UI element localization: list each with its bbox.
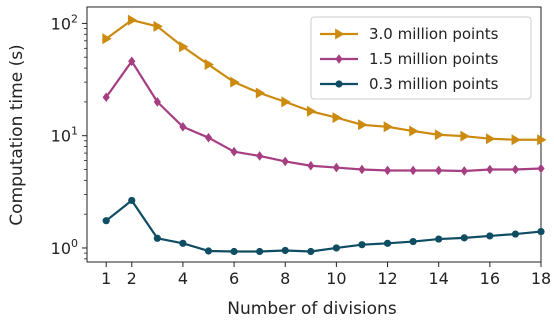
legend-item: 3.0 million points: [320, 25, 499, 43]
x-tick-label: 2: [127, 269, 137, 288]
data-point: [383, 165, 392, 176]
data-point: [307, 247, 315, 256]
y-axis-label: Computation time (s): [7, 44, 27, 225]
data-point: [358, 241, 366, 249]
data-point: [128, 196, 136, 205]
x-tick-label: 16: [480, 269, 500, 288]
data-point: [358, 164, 366, 175]
data-point: [102, 92, 110, 103]
legend-label: 3.0 million points: [369, 25, 499, 43]
legend-box: [310, 16, 532, 100]
data-point: [409, 165, 417, 176]
legend-marker: [335, 54, 343, 64]
data-point: [281, 246, 289, 255]
data-point: [486, 232, 494, 240]
data-point: [204, 59, 214, 71]
data-point: [460, 130, 470, 142]
data-point: [281, 156, 289, 167]
data-point: [537, 227, 545, 236]
data-point: [127, 14, 138, 26]
y-tick-label: 102: [51, 12, 78, 33]
data-point: [485, 133, 496, 145]
legend-marker: [335, 80, 343, 88]
data-point: [256, 247, 264, 256]
x-tick-label: 12: [377, 269, 397, 288]
data-point: [486, 164, 494, 175]
data-point: [460, 166, 468, 176]
data-point: [511, 230, 520, 238]
series-layer: [102, 14, 547, 256]
legend: 3.0 million points 1.5 million points 0.3 …: [310, 16, 532, 100]
data-point: [537, 163, 545, 174]
data-point: [409, 125, 419, 137]
series-line: [105, 199, 542, 253]
x-tick-label: 1: [101, 269, 111, 288]
data-point: [460, 234, 468, 242]
plot-frame: [86, 6, 542, 263]
data-point: [307, 160, 315, 171]
data-point: [153, 20, 163, 32]
data-point: [102, 217, 110, 225]
legend-marker: [335, 28, 345, 40]
x-tick-label: 4: [178, 269, 188, 288]
data-point: [255, 87, 266, 99]
data-point: [435, 165, 443, 176]
data-point: [204, 247, 213, 255]
data-point: [537, 134, 547, 146]
series: [102, 56, 545, 176]
series: [102, 14, 547, 146]
data-point: [435, 235, 443, 243]
x-axis-label: Number of divisions: [227, 299, 397, 319]
legend-item: 0.3 million points: [320, 75, 499, 93]
data-point: [409, 237, 417, 246]
x-tick-label: 14: [429, 269, 449, 288]
plot-frame-rect: [86, 6, 542, 263]
data-point: [102, 33, 112, 45]
data-point: [230, 247, 238, 256]
data-point: [281, 96, 291, 108]
data-point: [153, 234, 161, 242]
data-point: [383, 239, 392, 247]
data-point: [511, 164, 520, 175]
data-point: [332, 112, 342, 124]
data-point: [358, 119, 368, 131]
data-point: [179, 41, 189, 53]
legend-item: 1.5 million points: [320, 50, 499, 68]
x-tick-label: 8: [280, 269, 290, 288]
data-point: [153, 97, 161, 107]
data-point: [179, 239, 187, 247]
legend-label: 0.3 million points: [369, 75, 499, 93]
data-point: [179, 121, 187, 132]
series-line: [105, 60, 542, 173]
x-tick-label: 6: [229, 269, 239, 288]
data-point: [230, 76, 240, 88]
data-point: [204, 132, 213, 143]
y-tick-label: 101: [51, 125, 78, 146]
data-point: [332, 244, 340, 252]
data-point: [434, 129, 445, 141]
data-point: [511, 134, 521, 146]
data-point: [230, 146, 238, 157]
data-point: [256, 151, 264, 161]
series: [102, 196, 545, 256]
data-point: [383, 121, 394, 133]
legend-label: 1.5 million points: [369, 50, 499, 68]
data-point: [128, 56, 136, 67]
y-tick-label: 100: [51, 237, 78, 258]
data-point: [306, 105, 317, 117]
x-tick-label: 10: [326, 269, 346, 288]
data-point: [332, 162, 340, 173]
x-tick-label: 18: [531, 269, 551, 288]
